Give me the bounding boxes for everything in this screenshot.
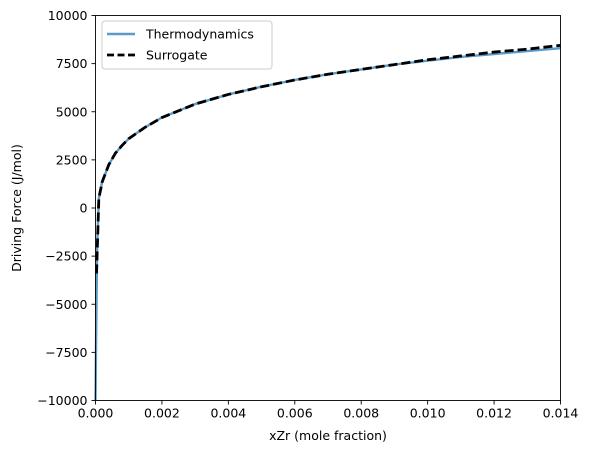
y-tick-label: 10000	[48, 8, 88, 23]
y-tick-label: −2500	[45, 249, 87, 264]
y-axis: −10000 −7500 −5000 −2500 0 2500 5000 7500 10000	[37, 8, 96, 408]
y-tick-label: 0	[80, 201, 88, 216]
plot-lines	[94, 43, 561, 401]
series-line-thermodynamics	[94, 47, 561, 401]
y-axis-label: Driving Force (J/mol)	[9, 144, 24, 272]
y-tick-label: −5000	[45, 297, 87, 312]
x-tick-label: 0.004	[210, 406, 246, 421]
x-tick-label: 0.010	[410, 406, 446, 421]
x-tick-label: 0.008	[343, 406, 379, 421]
series-line-surrogate	[95, 43, 561, 274]
x-tick-label: 0.014	[543, 406, 579, 421]
legend-label-surrogate: Surrogate	[146, 48, 208, 63]
x-tick-label: 0.002	[144, 406, 180, 421]
legend: Thermodynamics Surrogate	[101, 20, 273, 70]
x-axis: 0.000 0.002 0.004 0.006 0.008 0.010 0.012 0.014	[78, 400, 579, 421]
x-tick-label: 0.000	[78, 406, 114, 421]
y-tick-label: 7500	[56, 56, 88, 71]
legend-box	[101, 20, 273, 70]
legend-label-thermodynamics: Thermodynamics	[145, 27, 254, 42]
x-axis-label: xZr (mole fraction)	[269, 428, 387, 443]
y-tick-label: 5000	[56, 104, 88, 119]
y-tick-label: −10000	[37, 393, 87, 408]
x-tick-label: 0.012	[476, 406, 512, 421]
y-tick-label: −7500	[45, 345, 87, 360]
x-tick-label: 0.006	[277, 406, 313, 421]
y-tick-label: 2500	[56, 152, 88, 167]
